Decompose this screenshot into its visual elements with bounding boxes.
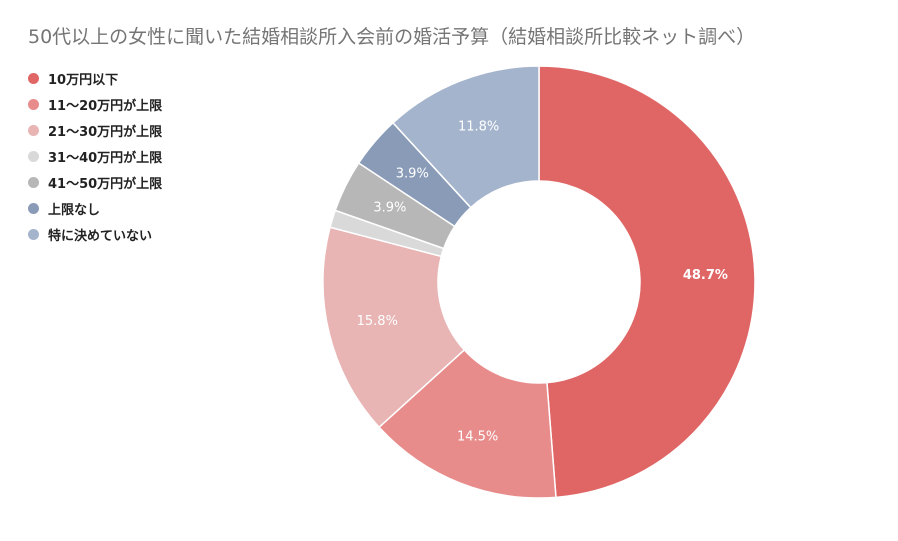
donut-slice [538,65,756,499]
legend-item: 上限なし [28,195,162,221]
donut-slice [322,226,466,429]
legend-item: 特に決めていない [28,221,162,247]
legend: 10万円以下 11〜20万円が上限 21〜30万円が上限 31〜40万円が上限 41〜5… [28,65,162,247]
legend-item: 10万円以下 [28,65,162,91]
legend-item: 21〜30万円が上限 [28,117,162,143]
legend-swatch [28,124,39,136]
chart-title: 50代以上の女性に聞いた結婚相談所入会前の婚活予算（結婚相談所比較ネット調べ） [28,26,756,48]
slice-value-label: 15.8% [357,314,398,329]
legend-item: 31〜40万円が上限 [28,143,162,169]
legend-label: 11〜20万円が上限 [48,98,163,114]
legend-swatch [28,202,39,214]
legend-label: 41〜50万円が上限 [48,176,163,192]
slice-value-label: 3.9% [396,166,429,181]
slice-value-label: 11.8% [458,119,499,134]
legend-label: 特に決めていない [48,228,153,244]
legend-swatch [28,228,39,240]
legend-item: 41〜50万円が上限 [28,169,162,195]
slice-value-label: 14.5% [457,429,498,444]
legend-label: 31〜40万円が上限 [48,150,163,166]
legend-swatch [28,98,39,110]
legend-swatch [28,150,39,162]
legend-label: 21〜30万円が上限 [48,124,163,140]
donut-slice [391,65,540,209]
slice-value-label: 3.9% [373,200,406,215]
slice-value-label: 48.7% [683,268,728,283]
legend-label: 10万円以下 [48,72,119,88]
legend-item: 11〜20万円が上限 [28,91,162,117]
legend-label: 上限なし [48,202,101,218]
legend-swatch [28,176,39,188]
donut-slice [378,348,557,499]
legend-swatch [28,72,39,84]
